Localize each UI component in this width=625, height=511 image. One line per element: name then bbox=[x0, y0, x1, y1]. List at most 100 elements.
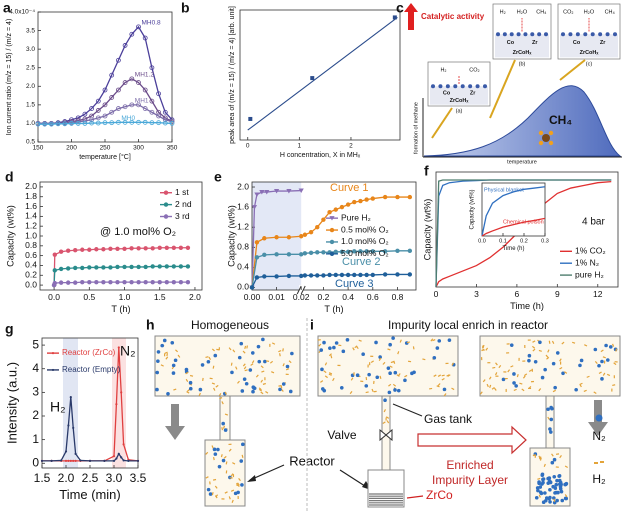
point bbox=[87, 279, 92, 285]
h2-molecule bbox=[228, 443, 232, 446]
h2-molecule bbox=[532, 345, 536, 349]
x-tick-label: 2 bbox=[349, 143, 353, 150]
h2-molecule bbox=[282, 348, 284, 352]
h2-molecule bbox=[332, 377, 335, 382]
h2-molecule bbox=[209, 377, 213, 380]
molecule bbox=[548, 140, 554, 146]
point bbox=[122, 80, 128, 85]
atom bbox=[453, 84, 458, 89]
point bbox=[286, 273, 292, 279]
point bbox=[407, 194, 413, 200]
point bbox=[102, 87, 108, 93]
point bbox=[339, 249, 345, 255]
h2-molecule bbox=[237, 482, 240, 486]
n2-molecule bbox=[345, 338, 350, 342]
point bbox=[122, 43, 128, 48]
n2-molecule bbox=[551, 484, 555, 489]
h2-molecule bbox=[614, 361, 618, 363]
h2-molecule bbox=[498, 364, 502, 369]
point bbox=[94, 265, 99, 270]
n2-molecule bbox=[604, 343, 608, 348]
x-tick-label: 0.8 bbox=[392, 292, 404, 302]
n2-molecule bbox=[386, 366, 391, 370]
annotation: 4 bar bbox=[582, 217, 605, 228]
point bbox=[358, 198, 363, 204]
n2-molecule bbox=[563, 482, 568, 487]
point bbox=[129, 119, 135, 125]
h2-molecule bbox=[586, 375, 590, 378]
point bbox=[321, 273, 326, 278]
h2-molecule bbox=[232, 349, 236, 353]
h2-molecule bbox=[382, 361, 386, 365]
legend-label: 1.0 mol% O₂ bbox=[341, 236, 389, 246]
h2-molecule bbox=[271, 371, 275, 374]
point bbox=[274, 252, 279, 257]
point bbox=[60, 459, 63, 462]
y-tick-label: 3.5 bbox=[26, 27, 35, 34]
n2-molecule bbox=[546, 476, 550, 481]
n2-molecule bbox=[548, 427, 552, 431]
x-tick-label: 2.0 bbox=[58, 471, 75, 485]
h2-molecule bbox=[572, 341, 576, 344]
n2-molecule bbox=[540, 473, 545, 478]
h2-molecule bbox=[422, 358, 426, 361]
legend-label: 3 rd bbox=[175, 211, 190, 221]
h2-molecule bbox=[579, 384, 582, 388]
y-tick-label: 3 bbox=[32, 385, 39, 399]
point bbox=[163, 190, 169, 195]
h2-molecule bbox=[215, 384, 219, 388]
point bbox=[122, 443, 125, 446]
h2-molecule bbox=[244, 369, 248, 372]
point bbox=[120, 391, 123, 394]
y-tick-label: 3.0 bbox=[26, 46, 35, 53]
y-tick-label: 1.6 bbox=[237, 201, 249, 211]
point bbox=[67, 424, 70, 427]
h2-molecule bbox=[317, 339, 321, 341]
h2-molecule bbox=[552, 389, 556, 393]
point bbox=[164, 279, 169, 285]
point bbox=[327, 272, 332, 278]
n2-molecule bbox=[578, 363, 582, 368]
point bbox=[352, 249, 357, 254]
h2-molecule bbox=[354, 345, 358, 349]
h2-molecule bbox=[530, 380, 535, 383]
methane-curve bbox=[423, 85, 622, 157]
point bbox=[251, 205, 258, 210]
inset-label: H₂ bbox=[500, 9, 506, 15]
point bbox=[142, 35, 148, 41]
surface bbox=[430, 86, 488, 105]
h2-molecule bbox=[280, 385, 283, 389]
legend-label: 1% CO₂ bbox=[575, 246, 606, 256]
point bbox=[122, 246, 127, 251]
point bbox=[254, 255, 260, 260]
legend-label: Reactor (Empty) bbox=[62, 365, 121, 374]
y-tick-label: 0.6 bbox=[25, 250, 37, 260]
point bbox=[102, 120, 108, 126]
point bbox=[315, 225, 320, 230]
point bbox=[94, 247, 99, 252]
x-axis-label: T (h) bbox=[111, 304, 130, 314]
point bbox=[364, 197, 369, 202]
n2-molecule bbox=[237, 355, 242, 360]
h2-molecule bbox=[518, 357, 520, 361]
atom bbox=[598, 32, 603, 37]
h2-molecule bbox=[324, 375, 328, 379]
point bbox=[72, 459, 75, 463]
h2-molecule bbox=[261, 370, 265, 373]
point bbox=[254, 275, 260, 280]
h2-molecule bbox=[559, 455, 562, 459]
h2-molecule bbox=[166, 353, 169, 357]
n2-molecule bbox=[548, 487, 552, 492]
x-tick-label: 0 bbox=[246, 143, 250, 150]
h2-molecule bbox=[260, 365, 264, 369]
point bbox=[321, 217, 326, 222]
point bbox=[329, 239, 335, 245]
n2-molecule bbox=[251, 389, 255, 394]
y-tick-label: 0.5 bbox=[26, 139, 35, 146]
n2-molecule bbox=[387, 390, 392, 395]
diagram-label: Valve bbox=[327, 428, 356, 442]
n2-molecule bbox=[548, 500, 552, 504]
h2-molecule bbox=[399, 339, 402, 343]
x-tick-label: 3.0 bbox=[106, 471, 123, 485]
x-axis-label: temperature [°C] bbox=[79, 153, 131, 161]
